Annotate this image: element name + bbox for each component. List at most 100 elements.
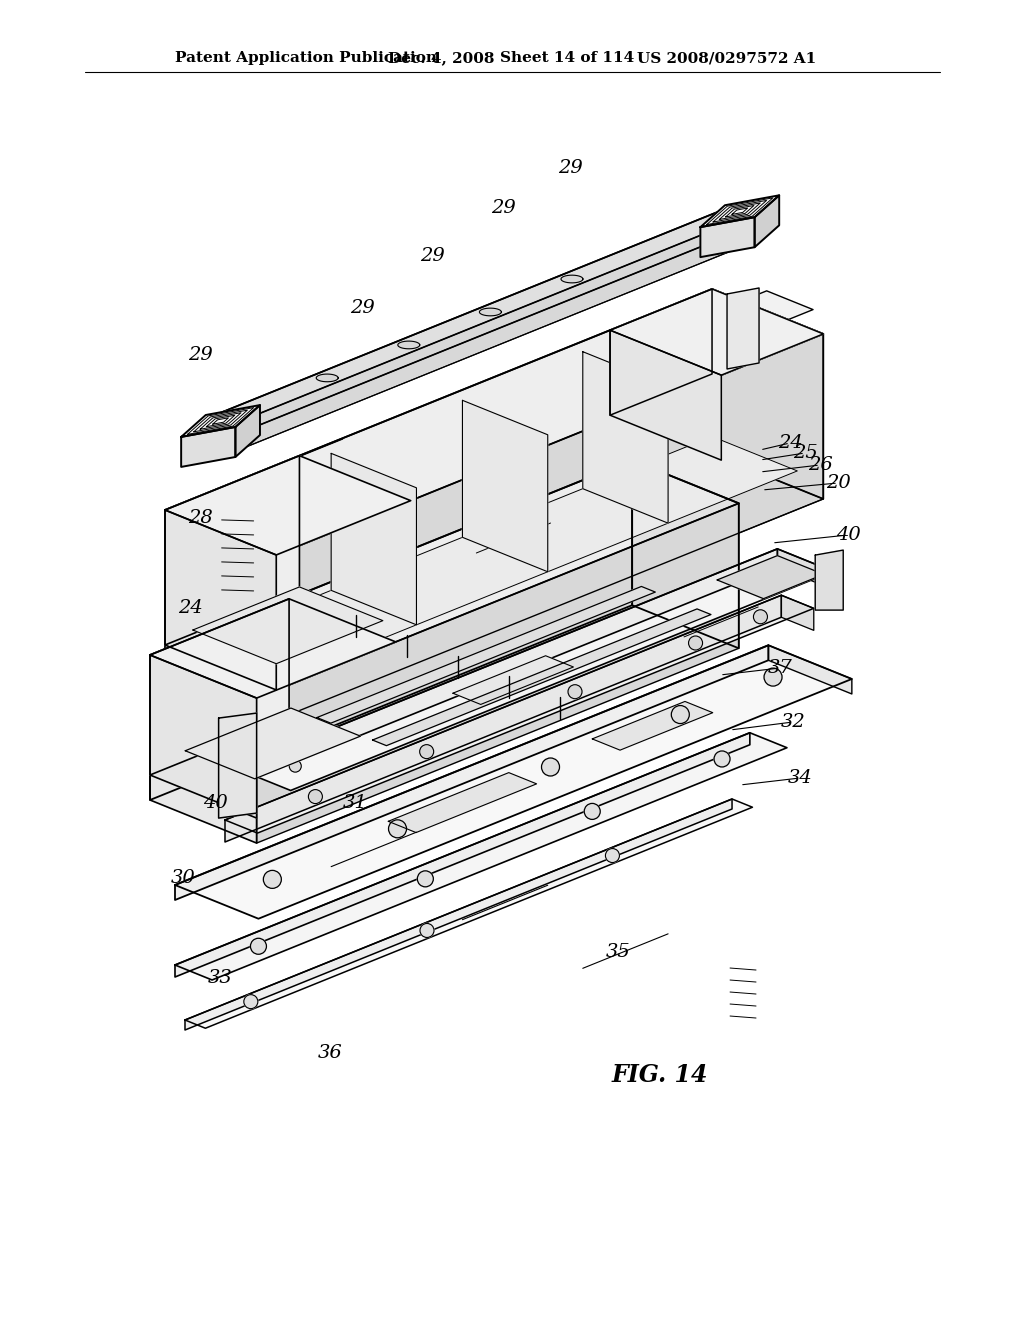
Text: Sheet 14 of 114: Sheet 14 of 114 — [500, 51, 634, 65]
Polygon shape — [354, 428, 474, 477]
Circle shape — [420, 744, 433, 759]
Text: 26: 26 — [808, 455, 833, 474]
Text: 32: 32 — [780, 713, 805, 731]
Polygon shape — [190, 437, 798, 681]
Text: 30: 30 — [171, 869, 196, 887]
Circle shape — [688, 636, 702, 649]
Polygon shape — [165, 454, 823, 719]
Text: 25: 25 — [793, 444, 817, 462]
Polygon shape — [193, 587, 383, 664]
Polygon shape — [236, 405, 260, 457]
Polygon shape — [236, 218, 745, 451]
Text: FIG. 14: FIG. 14 — [611, 1063, 709, 1086]
Polygon shape — [175, 733, 786, 979]
Polygon shape — [610, 289, 712, 416]
Text: Patent Application Publication: Patent Application Publication — [175, 51, 437, 65]
Polygon shape — [150, 655, 257, 843]
Polygon shape — [463, 400, 548, 572]
Circle shape — [263, 870, 282, 888]
Polygon shape — [165, 289, 823, 554]
Polygon shape — [150, 461, 738, 698]
Text: 33: 33 — [208, 969, 232, 987]
Polygon shape — [583, 351, 668, 523]
Polygon shape — [815, 550, 843, 610]
Polygon shape — [150, 599, 289, 775]
Polygon shape — [175, 645, 768, 900]
Polygon shape — [181, 405, 260, 437]
Polygon shape — [727, 288, 759, 370]
Text: 29: 29 — [187, 346, 212, 364]
Polygon shape — [215, 209, 745, 424]
Circle shape — [420, 924, 434, 937]
Polygon shape — [219, 713, 257, 818]
Polygon shape — [225, 595, 781, 842]
Polygon shape — [712, 289, 823, 499]
Polygon shape — [234, 549, 834, 791]
Polygon shape — [470, 380, 591, 429]
Polygon shape — [150, 461, 632, 800]
Polygon shape — [755, 195, 779, 247]
Polygon shape — [248, 471, 368, 519]
Polygon shape — [181, 426, 236, 467]
Polygon shape — [165, 455, 299, 645]
Text: 29: 29 — [490, 199, 515, 216]
Polygon shape — [586, 334, 707, 383]
Circle shape — [672, 706, 689, 723]
Polygon shape — [276, 334, 823, 719]
Polygon shape — [150, 655, 257, 818]
Polygon shape — [257, 503, 738, 843]
Polygon shape — [717, 556, 823, 599]
Polygon shape — [215, 209, 725, 444]
Polygon shape — [150, 599, 395, 698]
Text: Dec. 4, 2008: Dec. 4, 2008 — [388, 51, 495, 65]
Polygon shape — [215, 238, 745, 451]
Polygon shape — [185, 708, 360, 779]
Polygon shape — [700, 195, 779, 227]
Polygon shape — [165, 510, 276, 690]
Polygon shape — [165, 455, 411, 554]
Circle shape — [605, 849, 620, 862]
Polygon shape — [777, 549, 834, 589]
Circle shape — [542, 758, 559, 776]
Circle shape — [764, 668, 782, 686]
Text: 24: 24 — [777, 434, 803, 451]
Text: 36: 36 — [317, 1044, 342, 1063]
Polygon shape — [561, 275, 583, 282]
Polygon shape — [185, 799, 753, 1028]
Polygon shape — [398, 341, 420, 348]
Text: 29: 29 — [420, 247, 444, 265]
Text: 29: 29 — [349, 300, 375, 317]
Polygon shape — [610, 289, 823, 375]
Polygon shape — [316, 586, 655, 723]
Circle shape — [585, 804, 600, 820]
Polygon shape — [175, 733, 750, 977]
Text: 40: 40 — [203, 795, 227, 812]
Polygon shape — [373, 609, 711, 746]
Circle shape — [754, 610, 767, 624]
Polygon shape — [692, 290, 813, 339]
Text: 31: 31 — [343, 795, 368, 812]
Polygon shape — [781, 595, 814, 631]
Text: 40: 40 — [836, 525, 860, 544]
Text: US 2008/0297572 A1: US 2008/0297572 A1 — [637, 51, 816, 65]
Circle shape — [244, 995, 258, 1008]
Polygon shape — [388, 772, 537, 833]
Polygon shape — [331, 453, 417, 624]
Polygon shape — [234, 549, 777, 785]
Polygon shape — [610, 330, 721, 461]
Circle shape — [568, 685, 582, 698]
Polygon shape — [165, 289, 712, 675]
Text: 29: 29 — [558, 158, 583, 177]
Polygon shape — [479, 308, 502, 315]
Polygon shape — [175, 645, 852, 919]
Polygon shape — [316, 374, 338, 381]
Text: 37: 37 — [768, 659, 793, 677]
Text: 28: 28 — [187, 510, 212, 527]
Text: 34: 34 — [787, 770, 812, 787]
Polygon shape — [225, 595, 814, 833]
Circle shape — [418, 871, 433, 887]
Text: 24: 24 — [177, 599, 203, 616]
Polygon shape — [768, 645, 852, 694]
Polygon shape — [700, 218, 755, 257]
Circle shape — [289, 760, 301, 772]
